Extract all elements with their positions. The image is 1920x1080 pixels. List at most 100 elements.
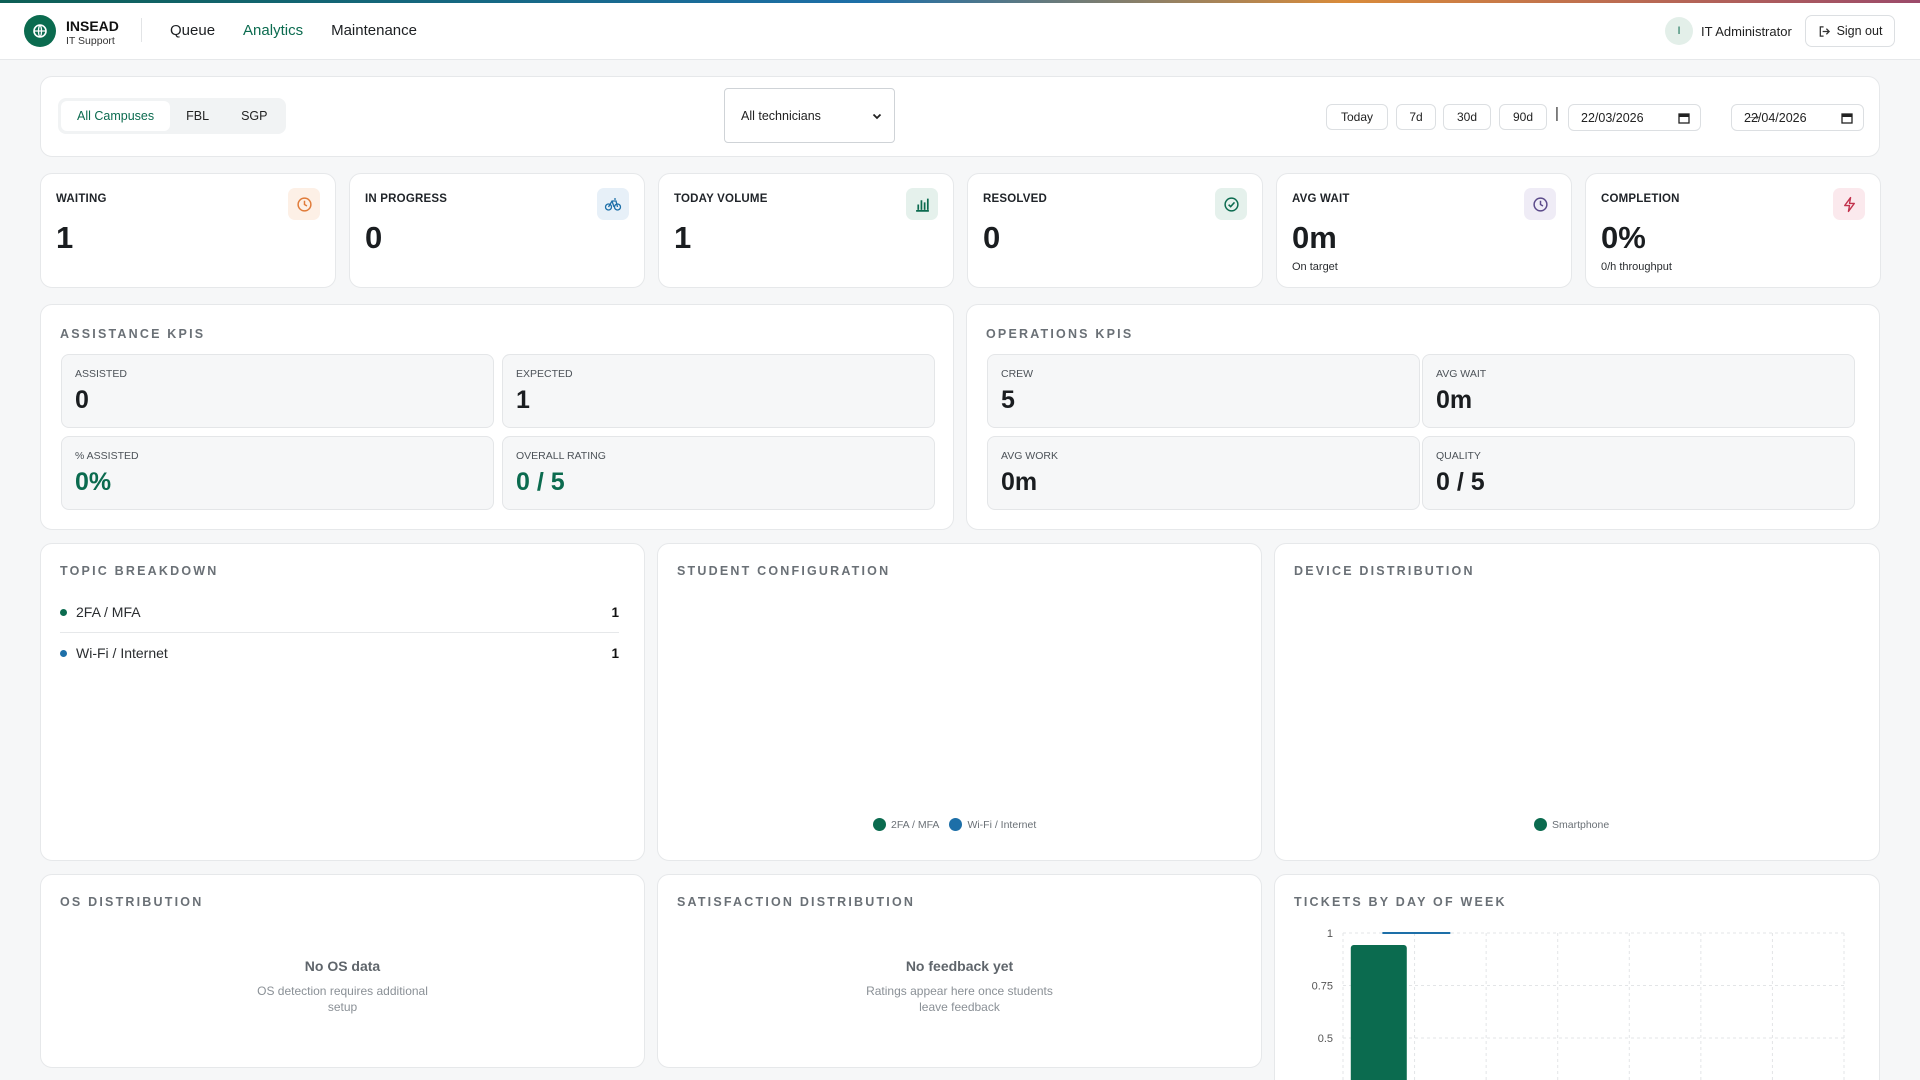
y-tick-label: 0.5 (1318, 1033, 1333, 1045)
student-configuration-panel: STUDENT CONFIGURATION (657, 543, 1262, 861)
bicycle-icon (597, 188, 629, 220)
kpi-expected: EXPECTED 1 (502, 354, 935, 428)
kpi-label: ASSISTED (75, 368, 127, 380)
device-legend: Smartphone (1534, 818, 1609, 831)
range-90d-button[interactable]: 90d (1499, 104, 1547, 130)
topic-label: Wi-Fi / Internet (76, 645, 168, 661)
kpi-value: 0% (75, 468, 112, 496)
clock-icon (1524, 188, 1556, 220)
topic-count: 1 (611, 604, 619, 620)
filter-bar: All Campuses FBL SGP All technicians Tod… (40, 76, 1880, 157)
kpi-value: 0m (1001, 468, 1038, 496)
stat-label: COMPLETION (1601, 193, 1680, 205)
kpi-quality: QUALITY 0 / 5 (1422, 436, 1855, 510)
empty-state-subtitle: OS detection requires additional setup (257, 984, 428, 1014)
campus-sgp[interactable]: SGP (241, 109, 268, 123)
nav-analytics[interactable]: Analytics (243, 22, 304, 39)
clock-icon (288, 188, 320, 220)
legend-swatch (949, 818, 963, 831)
topic-label: 2FA / MFA (76, 604, 141, 620)
kpi-percent-assisted: % ASSISTED 0% (61, 436, 494, 510)
topic-row: Wi-Fi / Internet 1 (60, 643, 619, 663)
kpi-overall-rating: OVERALL RATING 0 / 5 (502, 436, 935, 510)
section-title: OS DISTRIBUTION (60, 895, 204, 909)
range-7d-button[interactable]: 7d (1396, 104, 1436, 130)
logo-icon[interactable] (24, 15, 56, 47)
kpi-value: 0 / 5 (1436, 468, 1485, 496)
kpi-value: 1 (516, 386, 530, 414)
sign-out-button[interactable]: Sign out (1805, 15, 1895, 47)
kpi-value: 0 / 5 (516, 468, 565, 496)
range-today-button[interactable]: Today (1326, 104, 1388, 130)
calendar-icon (1678, 112, 1690, 124)
avatar: I (1665, 17, 1693, 45)
topic-dot (60, 649, 67, 657)
range-divider: | (1555, 105, 1559, 122)
accent-stripe (0, 0, 1920, 3)
user-menu[interactable]: I IT Administrator (1665, 17, 1792, 45)
section-title: STUDENT CONFIGURATION (677, 564, 891, 578)
campus-selector: All Campuses FBL SGP (58, 98, 287, 134)
section-title: ASSISTANCE KPIS (60, 327, 206, 341)
kpi-label: AVG WAIT (1436, 368, 1487, 380)
legend-item[interactable]: Wi-Fi / Internet (949, 818, 1036, 831)
stat-note: On target (1292, 261, 1338, 273)
nav-queue[interactable]: Queue (170, 22, 216, 39)
date-to-value: 22/04/2026 (1744, 110, 1807, 125)
kpi-label: CREW (1001, 368, 1034, 380)
legend-item[interactable]: Smartphone (1534, 818, 1609, 831)
section-title: DEVICE DISTRIBUTION (1294, 564, 1475, 578)
campus-all[interactable]: All Campuses (61, 101, 171, 131)
kpi-value: 0m (1436, 386, 1473, 414)
lightning-icon (1833, 188, 1865, 220)
divider (141, 18, 142, 42)
y-tick-label: 0.75 (1312, 981, 1333, 993)
empty-state-subtitle: Ratings appear here once students leave … (866, 984, 1053, 1014)
stat-value: 0m (1292, 220, 1337, 255)
legend-swatch (1534, 818, 1547, 831)
campus-fbl[interactable]: FBL (186, 109, 210, 123)
stat-label: AVG WAIT (1292, 193, 1350, 205)
stat-value: 0 (365, 220, 383, 255)
stat-value: 1 (56, 220, 74, 255)
chevron-down-icon (872, 113, 882, 119)
tickets-by-day-chart: 1 0.75 0.5 (1312, 928, 1845, 1080)
range-30d-button[interactable]: 30d (1443, 104, 1491, 130)
nav-maintenance[interactable]: Maintenance (331, 22, 417, 39)
bar-chart-icon (906, 188, 938, 220)
stat-card-completion: COMPLETION 0% 0/h throughput (1585, 173, 1881, 288)
legend-item[interactable]: 2FA / MFA (873, 818, 939, 831)
technician-select[interactable]: All technicians (724, 88, 895, 143)
y-tick-label: 1 (1327, 928, 1333, 940)
legend-swatch (873, 818, 886, 831)
technician-select-value: All technicians (741, 108, 821, 123)
brand-name: INSEAD (66, 18, 119, 34)
date-from-input[interactable]: 22/03/2026 (1568, 104, 1701, 131)
date-to-input[interactable]: 22/04/2026 (1731, 104, 1864, 131)
kpi-crew: CREW 5 (987, 354, 1420, 428)
sign-out-label: Sign out (1836, 24, 1883, 38)
stat-card-in-progress: IN PROGRESS 0 (349, 173, 645, 288)
stat-card-today-volume: TODAY VOLUME 1 (658, 173, 954, 288)
topic-dot (60, 608, 67, 616)
range-arrow: → (1746, 107, 1762, 124)
topic-count: 1 (611, 645, 619, 661)
topic-divider (60, 632, 619, 633)
calendar-icon (1841, 112, 1853, 124)
kpi-label: EXPECTED (516, 368, 573, 380)
stat-value: 0 (983, 220, 1001, 255)
empty-state-title: No feedback yet (905, 958, 1014, 974)
empty-state-title: No OS data (304, 958, 381, 974)
kpi-value: 0 (75, 386, 89, 414)
top-bar: INSEAD IT Support Queue Analytics Mainte… (0, 0, 1920, 60)
legend-label: Wi-Fi / Internet (967, 818, 1037, 831)
operations-kpis-panel: OPERATIONS KPIS CREW 5 AVG WAIT 0m AVG W… (966, 304, 1880, 530)
main-nav: Queue Analytics Maintenance (170, 22, 417, 39)
kpi-value: 5 (1001, 386, 1015, 414)
student-config-legend: 2FA / MFA Wi-Fi / Internet (873, 818, 1036, 831)
section-title: TICKETS BY DAY OF WEEK (1294, 895, 1507, 909)
kpi-label: OVERALL RATING (516, 450, 606, 462)
section-title: TOPIC BREAKDOWN (60, 564, 219, 578)
stat-card-avg-wait: AVG WAIT 0m On target (1276, 173, 1572, 288)
kpi-avg-work: AVG WORK 0m (987, 436, 1420, 510)
